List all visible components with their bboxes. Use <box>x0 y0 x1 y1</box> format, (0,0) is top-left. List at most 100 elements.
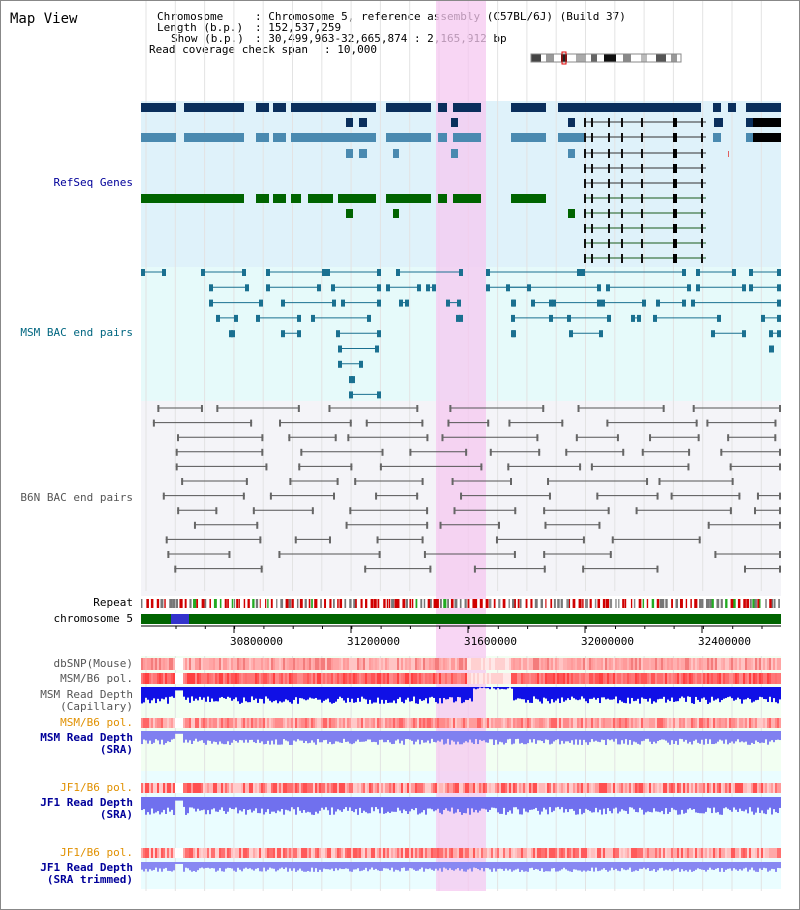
heat-cell <box>229 718 231 728</box>
depth-bar <box>211 797 213 810</box>
depth-bar <box>205 731 207 745</box>
heat-cell <box>593 658 595 670</box>
heat-cell <box>179 658 181 670</box>
heat-cell <box>645 783 647 793</box>
heat-cell <box>663 848 665 858</box>
depth-bar <box>179 687 181 691</box>
repeat-mark <box>730 599 734 608</box>
heat-cell <box>307 718 309 728</box>
bac-end <box>167 551 170 558</box>
heat-cell <box>451 848 453 858</box>
gene-exon <box>308 194 333 203</box>
depth-bar <box>279 687 281 702</box>
track-label-msm-b6-pol-1[interactable]: MSM/B6 pol. <box>60 672 133 685</box>
heat-cell <box>737 673 739 684</box>
heat-cell <box>485 658 487 670</box>
track-label-jf1-b6-pol-1[interactable]: JF1/B6 pol. <box>60 781 133 794</box>
heat-cell <box>563 673 565 684</box>
heat-cell <box>313 783 315 793</box>
bac-end <box>378 551 381 558</box>
bac-end <box>376 536 379 544</box>
heat-cell <box>667 673 669 684</box>
bac-end <box>426 284 430 292</box>
track-label-b6n-bac[interactable]: B6N BAC end pairs <box>20 491 133 504</box>
track-label-jf1-depth-trim-1[interactable]: JF1 Read Depth <box>40 861 133 874</box>
depth-bar <box>429 797 431 809</box>
depth-bar <box>501 731 503 743</box>
heat-cell <box>509 783 511 793</box>
track-label-refseq[interactable]: RefSeq Genes <box>53 176 133 189</box>
heat-cell <box>687 658 689 670</box>
heat-cell <box>265 783 267 793</box>
depth-bar <box>747 687 749 698</box>
bac-end <box>457 299 461 307</box>
heat-cell <box>777 718 779 728</box>
depth-bar <box>235 862 237 872</box>
heat-cell <box>267 718 269 728</box>
heat-cell <box>601 848 603 858</box>
heat-cell <box>717 848 719 858</box>
heat-cell <box>195 848 197 858</box>
heat-cell <box>317 848 319 858</box>
heat-cell <box>615 848 617 858</box>
gene-exon <box>511 194 546 203</box>
heat-cell <box>311 848 313 858</box>
track-label-msm-bac[interactable]: MSM BAC end pairs <box>20 326 133 339</box>
heat-cell <box>353 658 355 670</box>
ideogram-band <box>561 54 567 62</box>
track-label-msm-b6-pol-2[interactable]: MSM/B6 pol. <box>60 716 133 729</box>
track-label-msm-depth-cap-1[interactable]: MSM Read Depth <box>40 688 133 701</box>
heat-cell <box>203 848 205 858</box>
repeat-mark <box>508 599 510 608</box>
heat-cell <box>443 718 445 728</box>
heat-cell <box>175 658 177 670</box>
heat-cell <box>501 848 503 858</box>
depth-bar <box>483 862 485 872</box>
heat-cell <box>699 718 701 728</box>
depth-bar <box>689 862 691 870</box>
depth-bar <box>585 797 587 809</box>
heat-cell <box>603 718 605 728</box>
depth-bar <box>777 862 779 868</box>
depth-bar <box>343 731 345 739</box>
heat-cell <box>183 718 185 728</box>
depth-bar <box>773 862 775 870</box>
depth-bar <box>667 687 669 700</box>
heat-cell <box>175 783 177 793</box>
heat-cell <box>291 658 293 670</box>
heat-cell <box>761 848 763 858</box>
heat-cell <box>359 718 361 728</box>
heat-cell <box>499 848 501 858</box>
repeat-mark <box>725 599 728 608</box>
heat-cell <box>355 848 357 858</box>
heat-cell <box>159 848 161 858</box>
depth-bar <box>553 731 555 742</box>
gene-exon <box>591 118 593 127</box>
depth-bar <box>755 731 757 741</box>
heat-cell <box>769 718 771 728</box>
track-label-jf1-b6-pol-2[interactable]: JF1/B6 pol. <box>60 846 133 859</box>
depth-bar <box>415 797 417 809</box>
heat-cell <box>467 658 469 670</box>
depth-bar <box>771 731 773 741</box>
depth-bar <box>673 797 675 810</box>
heat-cell <box>671 658 673 670</box>
heat-cell <box>325 658 327 670</box>
track-label-msm-depth-sra-1[interactable]: MSM Read Depth <box>40 731 133 744</box>
heat-cell <box>267 658 269 670</box>
heat-cell <box>311 718 313 728</box>
heat-cell <box>345 848 347 858</box>
depth-bar <box>517 797 519 810</box>
depth-bar <box>173 797 175 815</box>
depth-bar <box>261 862 263 872</box>
depth-bar <box>413 797 415 811</box>
track-label-jf1-depth-1[interactable]: JF1 Read Depth <box>40 796 133 809</box>
heat-cell <box>429 848 431 858</box>
heat-cell <box>181 673 183 684</box>
track-label-repeat[interactable]: Repeat <box>93 596 133 609</box>
heat-cell <box>517 848 519 858</box>
track-label-dbsnp[interactable]: dbSNP(Mouse) <box>53 657 133 670</box>
repeat-mark <box>291 599 294 608</box>
depth-bar <box>319 731 321 743</box>
